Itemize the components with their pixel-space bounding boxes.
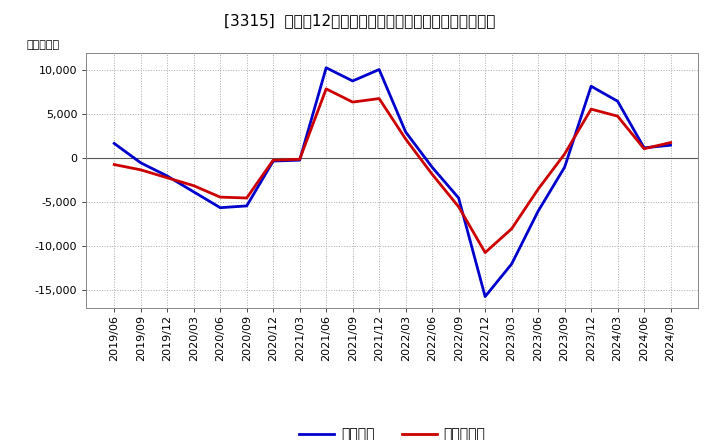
当期純利益 [375, 96, 384, 101]
当期純利益 [401, 136, 410, 142]
当期純利益 [481, 250, 490, 255]
当期純利益 [243, 195, 251, 201]
当期純利益 [269, 158, 277, 163]
当期純利益 [163, 175, 171, 180]
当期純利益 [295, 157, 304, 162]
当期純利益 [428, 172, 436, 177]
当期純利益 [322, 86, 330, 92]
経常利益 [454, 195, 463, 201]
当期純利益 [534, 187, 542, 192]
Text: [3315]  利益だ12か月移動合計の対前年同期増減額の推移: [3315] 利益だ12か月移動合計の対前年同期増減額の推移 [225, 13, 495, 28]
経常利益 [481, 294, 490, 299]
経常利益 [348, 78, 357, 84]
経常利益 [613, 99, 622, 104]
当期純利益 [508, 226, 516, 231]
当期純利益 [666, 140, 675, 145]
Text: （百万円）: （百万円） [27, 40, 60, 50]
経常利益 [401, 129, 410, 135]
当期純利益 [189, 183, 198, 188]
経常利益 [163, 173, 171, 179]
Legend: 経常利益, 当期純利益: 経常利益, 当期純利益 [294, 422, 491, 440]
経常利益 [136, 160, 145, 165]
経常利益 [560, 165, 569, 170]
Line: 当期純利益: 当期純利益 [114, 89, 670, 253]
経常利益 [189, 189, 198, 194]
当期純利益 [348, 99, 357, 105]
経常利益 [110, 141, 119, 146]
経常利益 [508, 261, 516, 267]
当期純利益 [613, 114, 622, 119]
経常利益 [666, 143, 675, 148]
経常利益 [243, 203, 251, 209]
経常利益 [587, 84, 595, 89]
経常利益 [375, 67, 384, 72]
当期純利益 [560, 151, 569, 157]
経常利益 [295, 158, 304, 163]
経常利益 [534, 209, 542, 214]
当期純利益 [110, 162, 119, 167]
当期純利益 [454, 204, 463, 209]
経常利益 [269, 158, 277, 164]
当期純利益 [216, 194, 225, 200]
経常利益 [640, 145, 649, 150]
当期純利益 [587, 106, 595, 112]
当期純利益 [640, 146, 649, 151]
Line: 経常利益: 経常利益 [114, 68, 670, 297]
経常利益 [216, 205, 225, 210]
当期純利益 [136, 167, 145, 172]
経常利益 [428, 165, 436, 170]
経常利益 [322, 65, 330, 70]
